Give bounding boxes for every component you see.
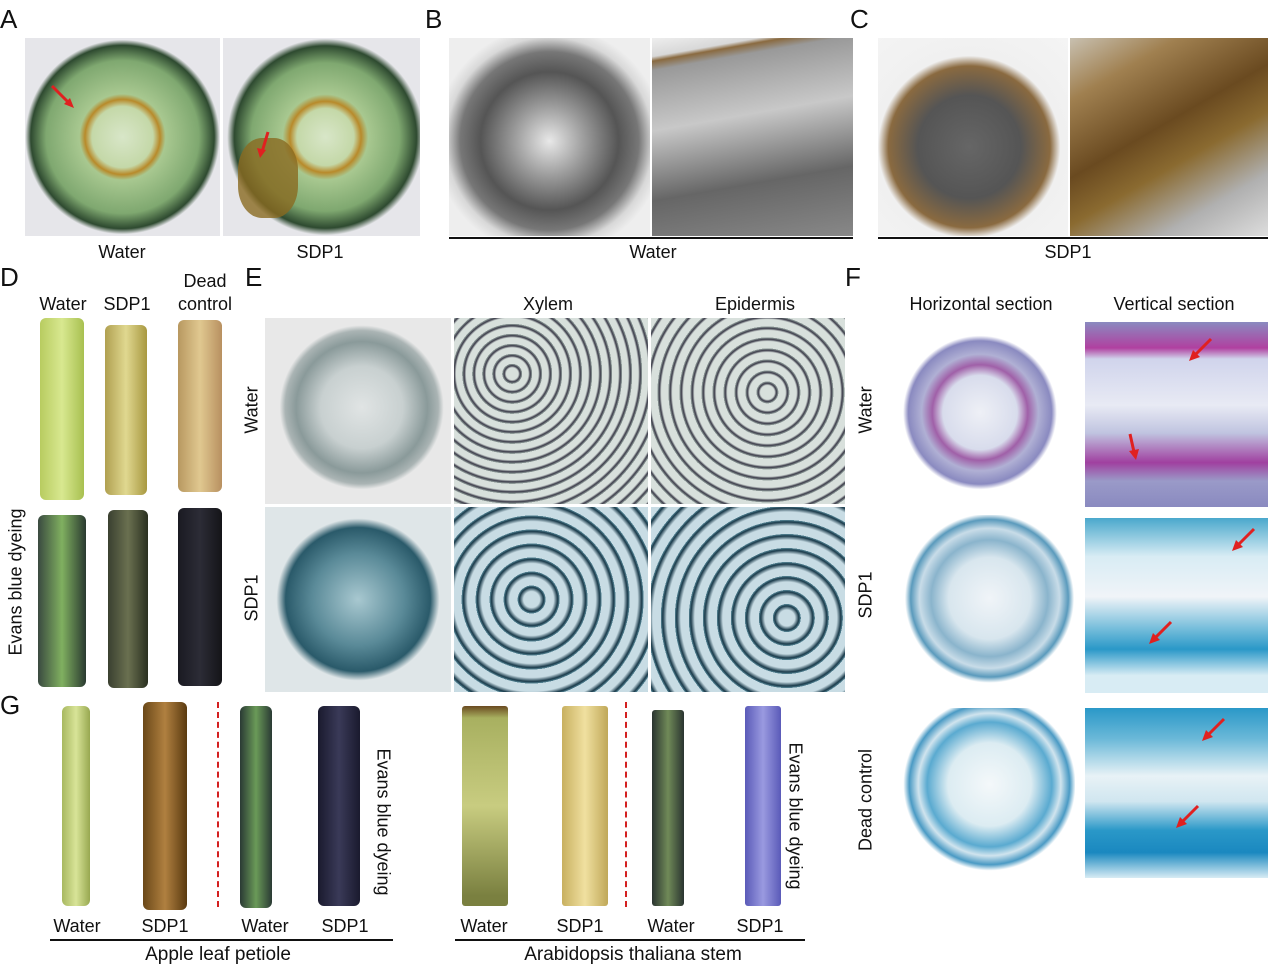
side-label-evans-blue: Evans blue dyeing xyxy=(5,508,26,656)
column-header-horizontal-section: Horizontal section xyxy=(909,294,1053,314)
lesion-area xyxy=(238,138,298,218)
red-arrow-icon xyxy=(1202,717,1226,741)
dead-control-vertical-section-micrograph xyxy=(1085,708,1268,878)
caption-water: Water xyxy=(53,916,101,936)
caption-sdp1: SDP1 xyxy=(556,916,604,936)
column-header-epidermis: Epidermis xyxy=(714,294,796,314)
sdp1-xylem-micrograph xyxy=(454,507,648,692)
column-header-dead: Dead xyxy=(183,271,227,291)
column-header-vertical-section: Vertical section xyxy=(1113,294,1235,314)
sdp1-section-micrograph xyxy=(878,38,1068,236)
sdp1-stem-dyed-photo xyxy=(108,510,148,688)
divider-dashed-line xyxy=(625,702,627,907)
column-header-sdp1: SDP1 xyxy=(103,294,151,314)
sdp1-section-zoom-micrograph xyxy=(1070,38,1268,236)
group-underline xyxy=(878,237,1268,239)
row-label-sdp1: SDP1 xyxy=(855,571,876,619)
water-section-zoom-micrograph xyxy=(652,38,853,236)
water-cross-section-micrograph xyxy=(265,318,451,504)
group-underline xyxy=(449,237,853,239)
red-arrow-icon xyxy=(1232,527,1256,551)
apple-sdp1-petiole-dyed-photo xyxy=(318,706,360,906)
row-label-water: Water xyxy=(241,386,262,434)
apple-sdp1-petiole-photo xyxy=(143,702,187,910)
panel-label-d: D xyxy=(0,262,19,292)
row-label-water: Water xyxy=(855,386,876,434)
water-cross-section-photo xyxy=(25,38,220,236)
water-xylem-micrograph xyxy=(454,318,648,504)
panel-label-b: B xyxy=(425,4,443,34)
red-arrow-icon xyxy=(1149,620,1173,644)
sdp1-epidermis-micrograph xyxy=(651,507,845,692)
red-arrow-icon xyxy=(1176,804,1200,828)
water-vertical-section-micrograph xyxy=(1085,322,1268,507)
sdp1-horizontal-section-micrograph xyxy=(885,515,1075,700)
apple-water-petiole-photo xyxy=(62,706,90,906)
red-arrow-icon xyxy=(257,131,270,158)
red-arrow-icon xyxy=(50,84,74,108)
sdp1-stem-photo xyxy=(105,325,147,495)
arabidopsis-water-stem-dyed-photo xyxy=(652,710,684,906)
panel-label-e: E xyxy=(245,262,263,292)
caption-water: Water xyxy=(460,916,508,936)
panel-label-c: C xyxy=(850,4,869,34)
dead-control-stem-photo xyxy=(178,320,222,492)
divider-dashed-line xyxy=(217,702,219,907)
sdp1-cross-section-micrograph xyxy=(265,507,451,692)
side-label-evans-blue: Evans blue dyeing xyxy=(785,742,806,890)
caption-sdp1: SDP1 xyxy=(1044,242,1092,262)
water-section-micrograph xyxy=(449,38,650,236)
water-epidermis-micrograph xyxy=(651,318,845,504)
group-underline xyxy=(50,939,393,941)
column-header-control: control xyxy=(177,294,233,314)
panel-label-a: A xyxy=(0,4,18,34)
apple-water-petiole-dyed-photo xyxy=(240,706,272,908)
caption-sdp1: SDP1 xyxy=(321,916,369,936)
water-horizontal-section-micrograph xyxy=(885,320,1075,505)
side-label-evans-blue: Evans blue dyeing xyxy=(373,748,394,896)
panel-label-f: F xyxy=(845,262,861,292)
arabidopsis-sdp1-stem-photo xyxy=(562,706,608,906)
water-stem-photo xyxy=(40,318,84,500)
caption-water: Water xyxy=(629,242,677,262)
caption-water: Water xyxy=(241,916,289,936)
caption-water: Water xyxy=(647,916,695,936)
group-title-apple: Apple leaf petiole xyxy=(145,944,291,965)
row-label-sdp1: SDP1 xyxy=(241,574,262,622)
caption-sdp1: SDP1 xyxy=(141,916,189,936)
arabidopsis-water-stem-photo xyxy=(462,706,508,906)
dead-control-horizontal-section-micrograph xyxy=(885,708,1075,890)
column-header-water: Water xyxy=(39,294,87,314)
caption-sdp1: SDP1 xyxy=(296,242,344,262)
red-arrow-icon xyxy=(1128,433,1139,460)
arabidopsis-sdp1-stem-dyed-photo xyxy=(745,706,781,906)
sdp1-cross-section-photo xyxy=(223,38,420,236)
red-arrow-icon xyxy=(1189,337,1213,361)
panel-label-g: G xyxy=(0,690,21,720)
caption-water: Water xyxy=(98,242,146,262)
caption-sdp1: SDP1 xyxy=(736,916,784,936)
group-title-arabidopsis: Arabidopsis thaliana stem xyxy=(524,944,742,965)
row-label-dead-control: Dead control xyxy=(855,748,876,852)
dead-control-stem-dyed-photo xyxy=(178,508,222,686)
water-stem-dyed-photo xyxy=(38,515,86,687)
column-header-xylem: Xylem xyxy=(522,294,574,314)
group-underline xyxy=(455,939,805,941)
